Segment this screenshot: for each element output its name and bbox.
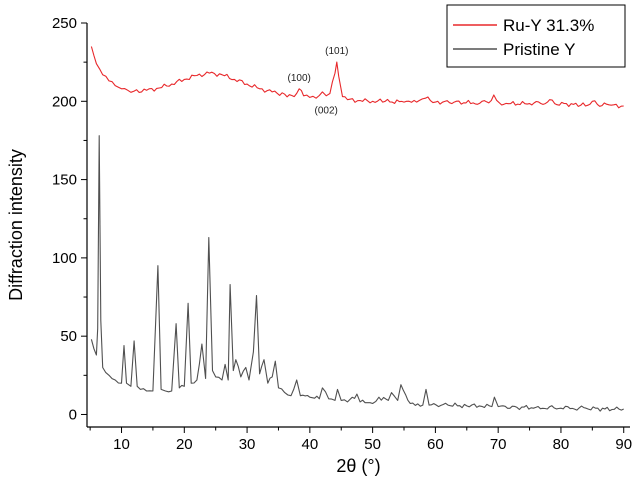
- y-tick-label: 0: [69, 406, 77, 423]
- series-line-ru-y-31-3-: [90, 46, 624, 109]
- x-tick-label: 30: [239, 436, 256, 453]
- y-tick-label: 50: [60, 328, 77, 345]
- plot-lines: [90, 46, 624, 412]
- y-tick-label: 150: [52, 172, 77, 189]
- x-tick-label: 70: [490, 436, 507, 453]
- legend-label: Ru-Y 31.3%: [503, 16, 594, 35]
- peak-annotations: (100) (101) (002): [287, 46, 348, 116]
- x-tick-label: 40: [302, 436, 319, 453]
- x-tick-label: 60: [427, 436, 444, 453]
- annotation-100: (100): [287, 73, 310, 84]
- y-tick-label: 100: [52, 250, 77, 267]
- x-tick-label: 50: [364, 436, 381, 453]
- legend: Ru-Y 31.3% Pristine Y: [446, 4, 626, 68]
- annotation-002: (002): [314, 106, 337, 117]
- x-tick-label: 90: [615, 436, 632, 453]
- axes: 10 20 30 40 50 60 70 80 90 0 50 100 150 200 250: [52, 15, 632, 453]
- y-tick-label: 200: [52, 93, 77, 110]
- x-tick-label: 80: [553, 436, 570, 453]
- x-tick-label: 20: [176, 436, 193, 453]
- y-axis-title: Diffraction intensity: [6, 149, 26, 301]
- series-line-pristine-y: [90, 135, 624, 412]
- legend-box: [446, 4, 626, 68]
- y-tick-label: 250: [52, 15, 77, 32]
- legend-label: Pristine Y: [503, 40, 575, 59]
- x-axis-title: 2θ (°): [336, 456, 380, 476]
- annotation-101: (101): [325, 46, 348, 57]
- x-tick-label: 10: [113, 436, 130, 453]
